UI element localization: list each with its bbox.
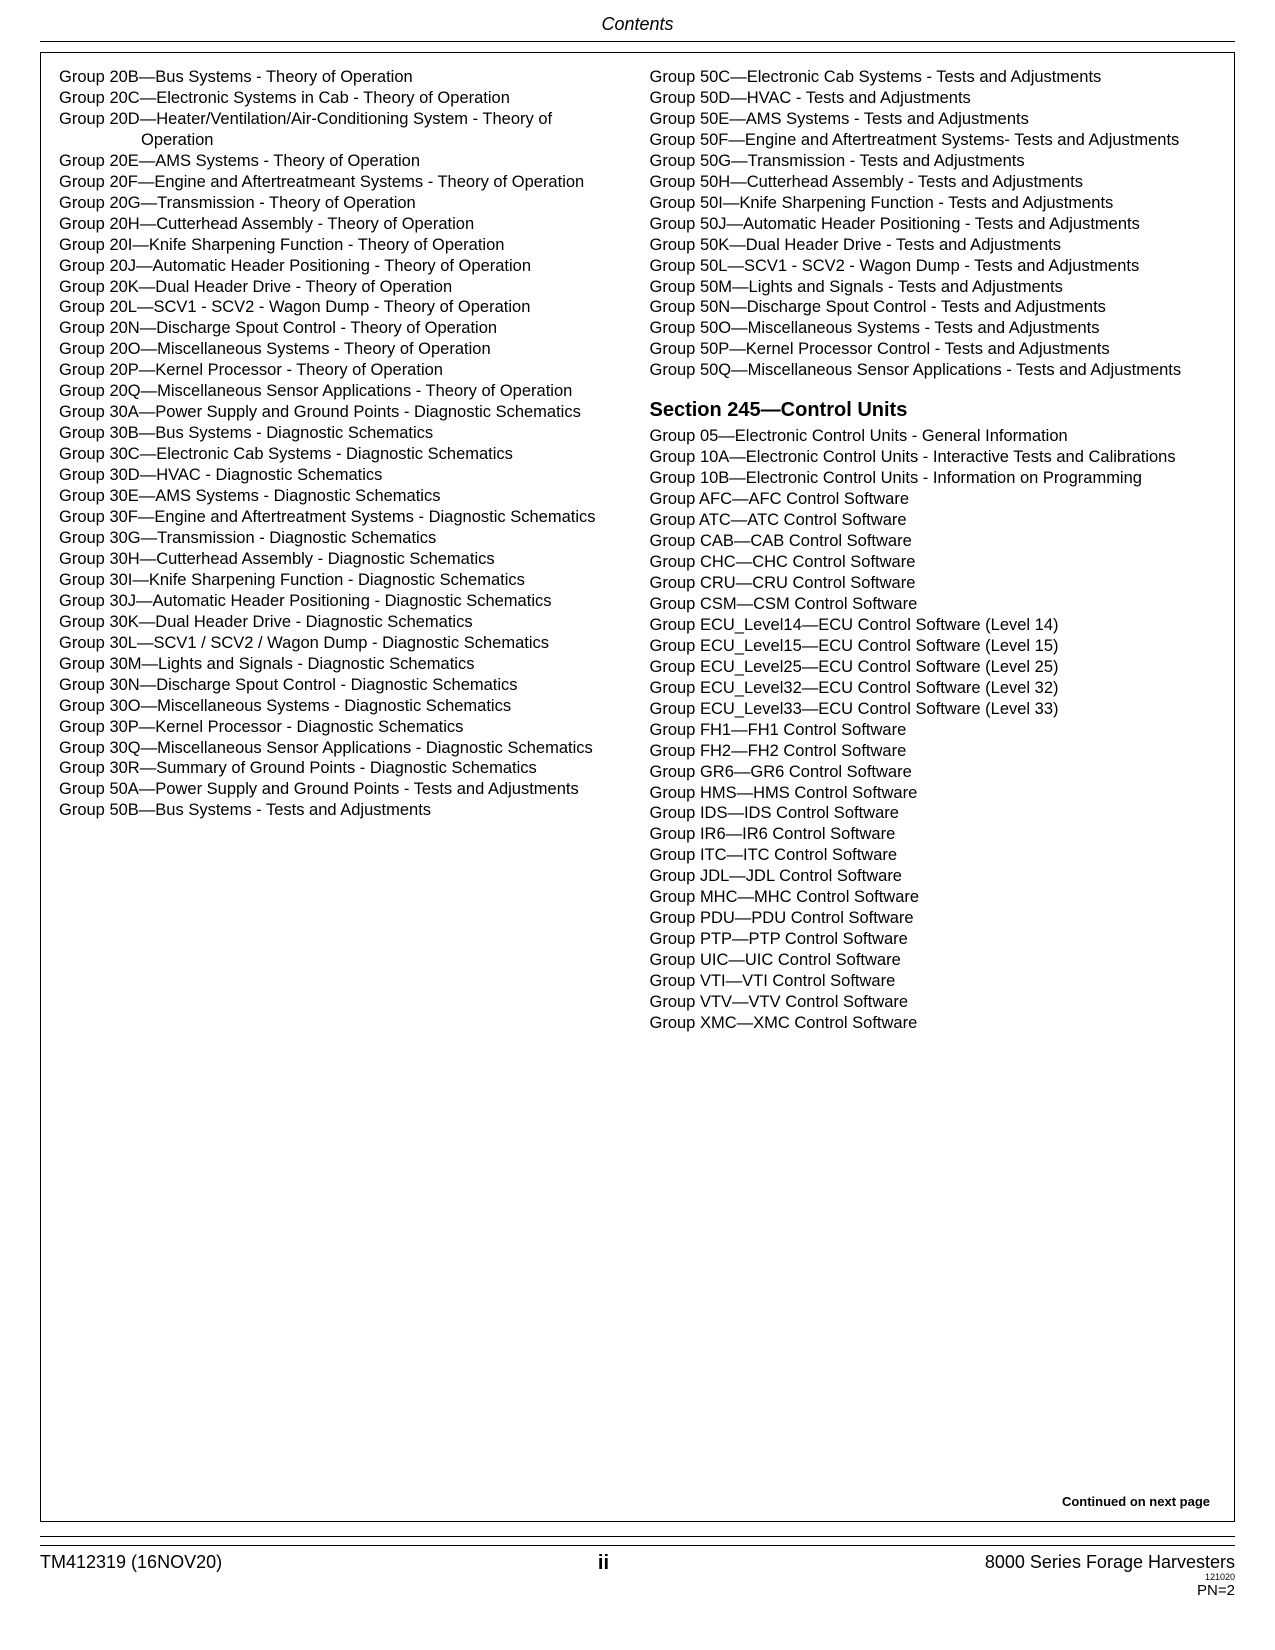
toc-entry: Group 50Q—Miscellaneous Sensor Applicati… — [650, 360, 1217, 381]
toc-entry: Group 20J—Automatic Header Positioning -… — [59, 256, 626, 277]
left-column: Group 20B—Bus Systems - Theory of Operat… — [59, 67, 626, 1034]
toc-entry: Group VTI—VTI Control Software — [650, 971, 1217, 992]
toc-entry: Group 30E—AMS Systems - Diagnostic Schem… — [59, 486, 626, 507]
toc-entry: Group 50P—Kernel Processor Control - Tes… — [650, 339, 1217, 360]
header-title: Contents — [601, 14, 673, 34]
footer-divider — [40, 1536, 1235, 1537]
toc-entry: Group 30J—Automatic Header Positioning -… — [59, 591, 626, 612]
toc-entry: Group 10A—Electronic Control Units - Int… — [650, 447, 1217, 468]
page-footer: TM412319 (16NOV20) ii 8000 Series Forage… — [40, 1545, 1235, 1599]
toc-entry: Group 20K—Dual Header Drive - Theory of … — [59, 277, 626, 298]
toc-entry: Group 50I—Knife Sharpening Function - Te… — [650, 193, 1217, 214]
toc-entry: Group ECU_Level15—ECU Control Software (… — [650, 636, 1217, 657]
toc-entry: Group 30A—Power Supply and Ground Points… — [59, 402, 626, 423]
toc-entry: Group 20N—Discharge Spout Control - Theo… — [59, 318, 626, 339]
toc-entry: Group IDS—IDS Control Software — [650, 803, 1217, 824]
toc-entry: Group 30K—Dual Header Drive - Diagnostic… — [59, 612, 626, 633]
toc-entry: Group 50L—SCV1 - SCV2 - Wagon Dump - Tes… — [650, 256, 1217, 277]
footer-page-number: ii — [598, 1552, 609, 1575]
toc-entry: Group HMS—HMS Control Software — [650, 783, 1217, 804]
toc-entry: Group JDL—JDL Control Software — [650, 866, 1217, 887]
toc-entry: Group 50N—Discharge Spout Control - Test… — [650, 297, 1217, 318]
toc-entry: Group GR6—GR6 Control Software — [650, 762, 1217, 783]
toc-entry: Group 50K—Dual Header Drive - Tests and … — [650, 235, 1217, 256]
toc-entry: Group ECU_Level14—ECU Control Software (… — [650, 615, 1217, 636]
toc-entry: Group 30O—Miscellaneous Systems - Diagno… — [59, 696, 626, 717]
toc-entry: Group 30B—Bus Systems - Diagnostic Schem… — [59, 423, 626, 444]
toc-entry: Group 50H—Cutterhead Assembly - Tests an… — [650, 172, 1217, 193]
toc-entry: Group 05—Electronic Control Units - Gene… — [650, 426, 1217, 447]
toc-entry: Group 20O—Miscellaneous Systems - Theory… — [59, 339, 626, 360]
page-header: Contents — [0, 0, 1275, 41]
toc-entry: Group CAB—CAB Control Software — [650, 531, 1217, 552]
toc-entry: Group 20E—AMS Systems - Theory of Operat… — [59, 151, 626, 172]
toc-entry: Group 20B—Bus Systems - Theory of Operat… — [59, 67, 626, 88]
toc-entry: Group 30I—Knife Sharpening Function - Di… — [59, 570, 626, 591]
header-divider — [40, 41, 1235, 42]
toc-entry: Group 50F—Engine and Aftertreatment Syst… — [650, 130, 1217, 151]
content-box: Group 20B—Bus Systems - Theory of Operat… — [40, 52, 1235, 1522]
toc-entry: Group ECU_Level33—ECU Control Software (… — [650, 699, 1217, 720]
toc-entry: Group 30C—Electronic Cab Systems - Diagn… — [59, 444, 626, 465]
toc-entry: Group 20P—Kernel Processor - Theory of O… — [59, 360, 626, 381]
toc-entry: Group VTV—VTV Control Software — [650, 992, 1217, 1013]
right-column: Group 50C—Electronic Cab Systems - Tests… — [650, 67, 1217, 1034]
toc-entry: Group 50O—Miscellaneous Systems - Tests … — [650, 318, 1217, 339]
toc-entry: Group FH2—FH2 Control Software — [650, 741, 1217, 762]
toc-entry: Group UIC—UIC Control Software — [650, 950, 1217, 971]
footer-product: 8000 Series Forage Harvesters — [985, 1552, 1235, 1573]
toc-entry: Group IR6—IR6 Control Software — [650, 824, 1217, 845]
toc-entry: Group 30N—Discharge Spout Control - Diag… — [59, 675, 626, 696]
toc-entry: Group MHC—MHC Control Software — [650, 887, 1217, 908]
toc-entry: Group 30M—Lights and Signals - Diagnosti… — [59, 654, 626, 675]
toc-entry: Group 20Q—Miscellaneous Sensor Applicati… — [59, 381, 626, 402]
toc-entry: Group 50G—Transmission - Tests and Adjus… — [650, 151, 1217, 172]
toc-entry: Group 50M—Lights and Signals - Tests and… — [650, 277, 1217, 298]
toc-entry: Group CSM—CSM Control Software — [650, 594, 1217, 615]
toc-entry: Group 30H—Cutterhead Assembly - Diagnost… — [59, 549, 626, 570]
footer-pn: PN=2 — [985, 1582, 1235, 1599]
toc-entry: Group 20L—SCV1 - SCV2 - Wagon Dump - The… — [59, 297, 626, 318]
toc-entry: Group ITC—ITC Control Software — [650, 845, 1217, 866]
toc-entry: Group 30D—HVAC - Diagnostic Schematics — [59, 465, 626, 486]
footer-right: 8000 Series Forage Harvesters 121020 PN=… — [985, 1552, 1235, 1599]
toc-entry: Group CRU—CRU Control Software — [650, 573, 1217, 594]
footer-left: TM412319 (16NOV20) — [40, 1552, 222, 1573]
toc-entry: Group 20D—Heater/Ventilation/Air-Conditi… — [59, 109, 626, 151]
toc-entry: Group 30G—Transmission - Diagnostic Sche… — [59, 528, 626, 549]
toc-entry: Group 20F—Engine and Aftertreatmeant Sys… — [59, 172, 626, 193]
toc-entry: Group 50C—Electronic Cab Systems - Tests… — [650, 67, 1217, 88]
toc-entry: Group 50D—HVAC - Tests and Adjustments — [650, 88, 1217, 109]
toc-entry: Group 30P—Kernel Processor - Diagnostic … — [59, 717, 626, 738]
toc-entry: Group FH1—FH1 Control Software — [650, 720, 1217, 741]
toc-entry: Group ECU_Level25—ECU Control Software (… — [650, 657, 1217, 678]
section-heading: Section 245—Control Units — [650, 399, 1217, 422]
continued-note: Continued on next page — [1062, 1494, 1210, 1509]
toc-entry: Group AFC—AFC Control Software — [650, 489, 1217, 510]
toc-entry: Group 10B—Electronic Control Units - Inf… — [650, 468, 1217, 489]
toc-entry: Group 20G—Transmission - Theory of Opera… — [59, 193, 626, 214]
toc-entry: Group 50A—Power Supply and Ground Points… — [59, 779, 626, 800]
footer-tiny-code: 121020 — [985, 1573, 1235, 1582]
toc-entry: Group 30R—Summary of Ground Points - Dia… — [59, 758, 626, 779]
toc-entry: Group 50J—Automatic Header Positioning -… — [650, 214, 1217, 235]
toc-entry: Group 30Q—Miscellaneous Sensor Applicati… — [59, 738, 626, 759]
toc-entry: Group 30F—Engine and Aftertreatment Syst… — [59, 507, 626, 528]
toc-entry: Group 50E—AMS Systems - Tests and Adjust… — [650, 109, 1217, 130]
toc-entry: Group XMC—XMC Control Software — [650, 1013, 1217, 1034]
toc-entry: Group PTP—PTP Control Software — [650, 929, 1217, 950]
toc-entry: Group 20I—Knife Sharpening Function - Th… — [59, 235, 626, 256]
toc-entry: Group ECU_Level32—ECU Control Software (… — [650, 678, 1217, 699]
toc-entry: Group 50B—Bus Systems - Tests and Adjust… — [59, 800, 626, 821]
toc-entry: Group 20C—Electronic Systems in Cab - Th… — [59, 88, 626, 109]
toc-entry: Group 20H—Cutterhead Assembly - Theory o… — [59, 214, 626, 235]
toc-entry: Group ATC—ATC Control Software — [650, 510, 1217, 531]
columns-container: Group 20B—Bus Systems - Theory of Operat… — [59, 67, 1216, 1034]
toc-entry: Group 30L—SCV1 / SCV2 / Wagon Dump - Dia… — [59, 633, 626, 654]
toc-entry: Group CHC—CHC Control Software — [650, 552, 1217, 573]
toc-entry: Group PDU—PDU Control Software — [650, 908, 1217, 929]
